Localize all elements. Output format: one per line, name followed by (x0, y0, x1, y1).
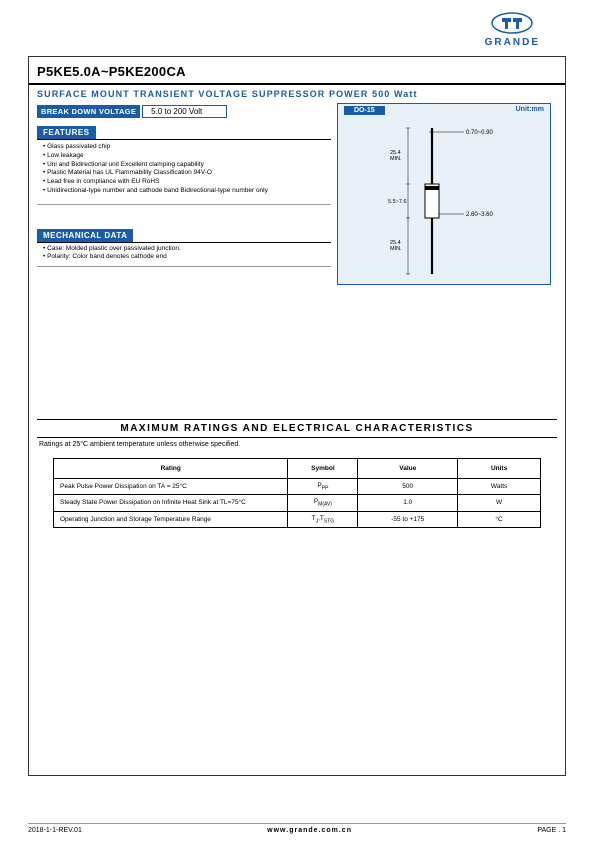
breakdown-voltage-value: 5.0 to 200 Volt (142, 105, 227, 118)
table-header: Symbol (288, 459, 358, 479)
dim-lead-diameter: 0.70~0.90 (466, 130, 494, 136)
package-diagram: DO-15 Unit:mm 0.70~0.90 (337, 103, 551, 285)
table-row: Steady State Power Dissipation on Infini… (54, 495, 541, 511)
feature-item: Uni and Bidirectional unit Excellent cla… (43, 161, 333, 170)
svg-text:MIN.: MIN. (390, 246, 402, 252)
features-list: Glass passivated chip Low leakage Uni an… (37, 140, 333, 196)
symbol-cell: TJ,TSTG (288, 511, 358, 527)
left-column: BREAK DOWN VOLTAGE 5.0 to 200 Volt FEATU… (29, 103, 333, 267)
right-column: DO-15 Unit:mm 0.70~0.90 (337, 103, 555, 285)
breakdown-voltage-row: BREAK DOWN VOLTAGE 5.0 to 200 Volt (37, 105, 333, 118)
value-cell: 500 (358, 479, 458, 495)
brand-name: GRANDE (485, 37, 540, 48)
mechanical-header: MECHANICAL DATA (37, 229, 133, 242)
feature-item: Lead free in compliance with EU RoHS (43, 178, 333, 187)
units-cell: °C (458, 511, 541, 527)
footer-revision: 2018-1-1-REV.01 (28, 827, 82, 834)
feature-item: Plastic Material has UL Flammability Cla… (43, 169, 333, 178)
page-footer: 2018-1-1-REV.01 www.grande.com.cn PAGE .… (28, 823, 566, 834)
package-drawing-icon: 0.70~0.90 25.4 MIN. 5.5~7.6 2.60~3. (388, 124, 528, 279)
breakdown-voltage-label: BREAK DOWN VOLTAGE (37, 105, 140, 118)
table-header: Units (458, 459, 541, 479)
feature-item: Low leakage (43, 152, 333, 161)
mechanical-list: Case: Molded plastic over passivated jun… (37, 243, 333, 263)
brand-logo-icon (491, 12, 533, 36)
table-row: Operating Junction and Storage Temperatu… (54, 511, 541, 527)
table-header: Rating (54, 459, 288, 479)
value-cell: -55 to +175 (358, 511, 458, 527)
rating-cell: Operating Junction and Storage Temperatu… (54, 511, 288, 527)
part-number-title: P5KE5.0A~P5KE200CA (29, 57, 565, 85)
mechanical-item: Polarity: Color band denotes cathode end (43, 253, 333, 262)
ratings-title: MAXIMUM RATINGS AND ELECTRICAL CHARACTER… (37, 419, 557, 438)
units-cell: Watts (458, 479, 541, 495)
features-header: FEATURES (37, 126, 96, 139)
footer-page-number: PAGE . 1 (537, 827, 566, 834)
unit-label: Unit:mm (516, 106, 544, 115)
svg-text:MIN.: MIN. (390, 156, 402, 162)
subtitle: SURFACE MOUNT TRANSIENT VOLTAGE SUPPRESS… (29, 85, 565, 103)
units-cell: W (458, 495, 541, 511)
ratings-note: Ratings at 25°C ambient temperature unle… (29, 438, 565, 458)
dim-body-length: 5.5~7.6 (388, 199, 407, 205)
symbol-cell: PPP (288, 479, 358, 495)
table-row: Peak Pulse Power Dissipation on TA = 25°… (54, 479, 541, 495)
brand-logo-area: GRANDE (485, 12, 540, 48)
dim-body-diameter: 2.60~3.60 (466, 212, 494, 218)
content-frame: P5KE5.0A~P5KE200CA SURFACE MOUNT TRANSIE… (28, 56, 566, 776)
value-cell: 1.0 (358, 495, 458, 511)
rating-cell: Peak Pulse Power Dissipation on TA = 25°… (54, 479, 288, 495)
feature-item: Unidirectional-type number and cathode b… (43, 187, 333, 196)
feature-item: Glass passivated chip (43, 143, 333, 152)
rating-cell: Steady State Power Dissipation on Infini… (54, 495, 288, 511)
diagram-header: DO-15 Unit:mm (338, 104, 550, 117)
symbol-cell: PM(AV) (288, 495, 358, 511)
mechanical-item: Case: Molded plastic over passivated jun… (43, 245, 333, 254)
package-label: DO-15 (344, 106, 385, 115)
footer-url: www.grande.com.cn (267, 827, 352, 834)
ratings-table: Rating Symbol Value Units Peak Pulse Pow… (53, 458, 541, 528)
table-header: Value (358, 459, 458, 479)
page-container: GRANDE P5KE5.0A~P5KE200CA SURFACE MOUNT … (0, 0, 595, 842)
divider (37, 266, 331, 267)
